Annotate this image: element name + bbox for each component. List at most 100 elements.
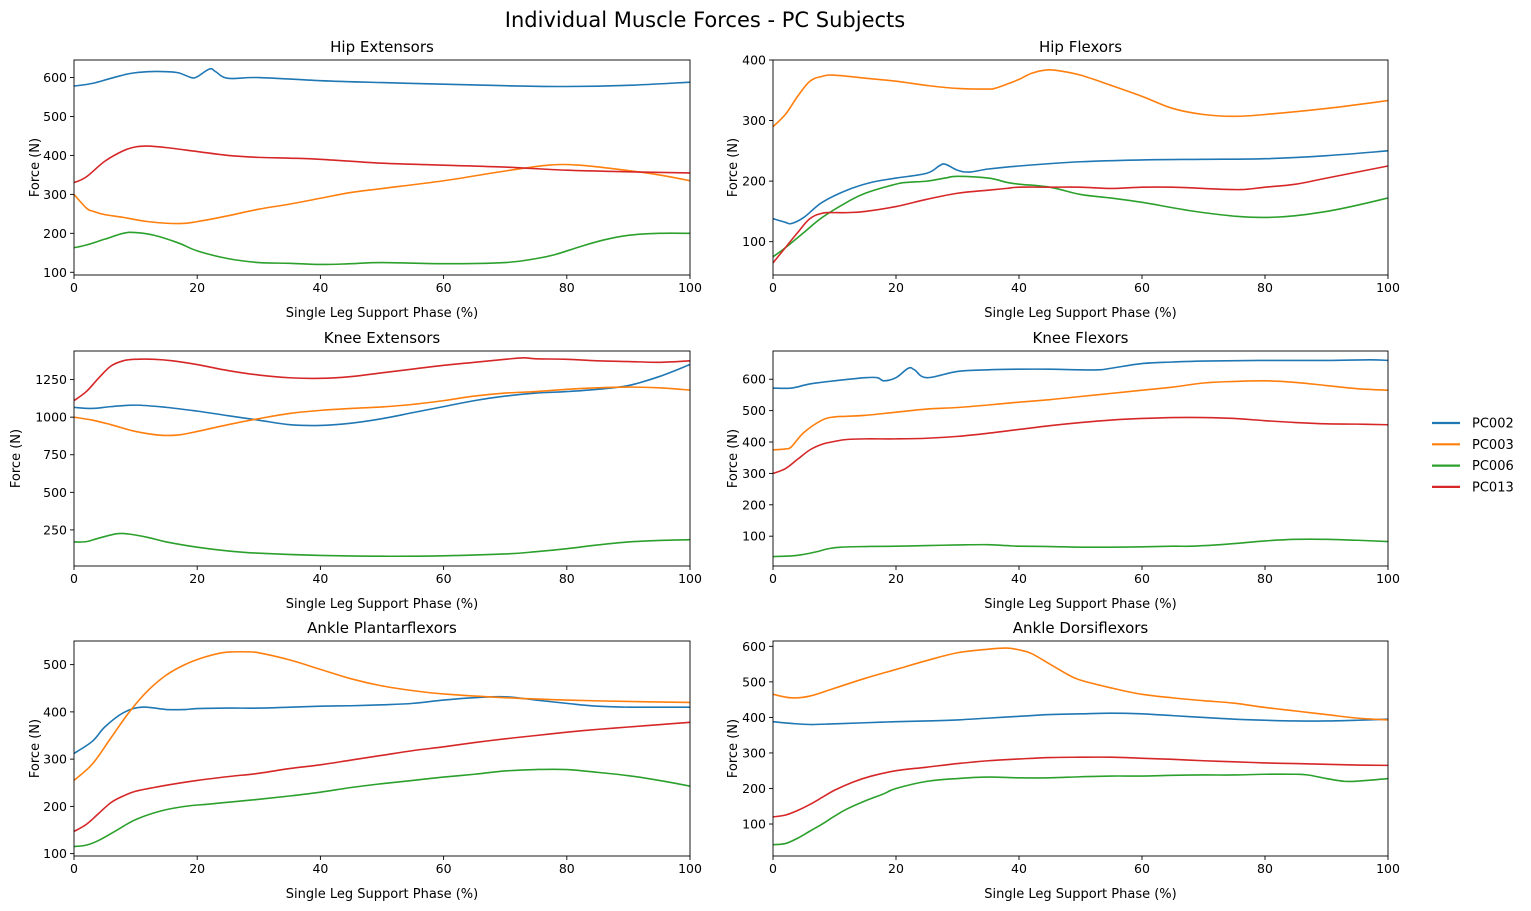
y-axis-label: Force (N) [9,429,24,488]
series-line-pc006 [773,538,1388,558]
x-axis-label: Single Leg Support Phase (%) [984,597,1176,612]
chart-panel-1: 0 20 40 60 80 100 100 200 300 400 500 600 Hip Extens… [28,38,702,321]
x-tick-label: 100 [1376,571,1400,586]
series-line-pc013 [74,356,690,402]
series-line-pc013 [773,165,1388,264]
series-group [74,356,690,558]
y-tick-label: 500 [742,674,766,689]
x-tick-label: 80 [559,861,575,876]
x-tick-label: 100 [1376,861,1400,876]
x-tick-label: 20 [189,861,205,876]
y-tick-label: 300 [43,752,67,767]
series-line-pc006 [773,175,1388,258]
x-tick-label: 60 [436,280,452,295]
y-tick-label: 100 [43,846,67,861]
legend-label: PC006 [1472,459,1514,474]
series-line-pc002 [773,150,1388,225]
legend-label: PC002 [1472,417,1514,432]
y-tick-label: 100 [742,234,766,249]
axes-frame [73,640,691,857]
series-group [773,68,1388,264]
y-tick-label: 600 [742,639,766,654]
x-axis-label: Single Leg Support Phase (%) [286,887,478,902]
x-tick-label: 0 [70,861,78,876]
series-line-pc013 [74,721,690,833]
series-group [773,358,1388,558]
series-line-pc006 [74,231,690,266]
series-line-pc002 [74,363,690,427]
y-tick-label: 300 [742,113,766,128]
x-tick-label: 80 [1257,280,1273,295]
legend-label: PC013 [1472,480,1514,495]
series-line-pc002 [773,712,1388,726]
y-tick-label: 300 [742,466,766,481]
series-line-pc002 [74,67,690,88]
axes-frame [73,59,691,276]
y-tick-label: 250 [43,522,67,537]
y-tick-label: 1000 [35,410,67,425]
x-tick-label: 20 [888,280,904,295]
y-tick-label: 500 [43,485,67,500]
y-tick-label: 500 [43,109,67,124]
x-tick-label: 20 [189,280,205,295]
series-line-pc006 [74,532,690,558]
series-line-pc003 [74,650,690,782]
y-tick-label: 300 [742,745,766,760]
x-tick-label: 80 [559,571,575,586]
chart-panel-6: 0 20 40 60 80 100 100 200 300 400 500 600 Ankle Dors… [726,619,1400,902]
x-tick-label: 20 [189,571,205,586]
x-axis-label: Single Leg Support Phase (%) [286,597,478,612]
x-tick-label: 20 [888,861,904,876]
series-line-pc006 [773,773,1388,846]
panel-title: Hip Extensors [330,38,434,56]
series-line-pc006 [74,768,690,848]
x-tick-label: 40 [312,280,328,295]
axes-frame [73,350,691,567]
y-axis-label: Force (N) [28,138,43,197]
x-tick-label: 100 [678,861,702,876]
y-tick-label: 200 [742,781,766,796]
series-line-pc013 [773,416,1388,475]
y-tick-label: 200 [43,226,67,241]
y-tick-label: 100 [742,817,766,832]
x-tick-label: 0 [70,280,78,295]
panel-title: Knee Extensors [324,329,441,347]
axes-frame [772,640,1389,857]
y-tick-label: 100 [43,265,67,280]
x-tick-label: 40 [1011,861,1027,876]
x-tick-label: 60 [1134,861,1150,876]
legend-item-pc013: PC013 [1432,480,1514,495]
y-tick-label: 500 [742,403,766,418]
y-tick-label: 300 [43,187,67,202]
chart-panel-5: 0 20 40 60 80 100 100 200 300 400 500 Ankle Plantar… [28,619,702,902]
y-axis-label: Force (N) [28,719,43,778]
x-tick-label: 40 [312,861,328,876]
x-tick-label: 60 [436,571,452,586]
x-tick-label: 60 [1134,280,1150,295]
axes-frame [772,59,1389,276]
chart-panel-2: 0 20 40 60 80 100 100 200 300 400 Hip Flexors Singl… [726,38,1400,321]
series-line-pc003 [773,379,1388,451]
series-group [74,67,690,266]
series-line-pc013 [773,756,1388,818]
series-line-pc003 [773,68,1388,128]
panel-title: Ankle Plantarflexors [307,619,457,637]
y-tick-label: 200 [742,174,766,189]
x-tick-label: 0 [769,861,777,876]
series-line-pc003 [74,163,690,225]
panel-title: Hip Flexors [1039,38,1122,56]
series-group [773,647,1388,846]
x-tick-label: 40 [1011,571,1027,586]
series-line-pc002 [74,695,690,755]
x-tick-label: 0 [769,571,777,586]
y-tick-label: 400 [742,435,766,450]
series-group [74,650,690,848]
x-tick-label: 100 [678,571,702,586]
series-line-pc003 [773,647,1388,721]
x-axis-label: Single Leg Support Phase (%) [286,306,478,321]
axes-frame [772,350,1389,567]
x-axis-label: Single Leg Support Phase (%) [984,306,1176,321]
x-tick-label: 80 [559,280,575,295]
series-line-pc002 [773,358,1388,390]
